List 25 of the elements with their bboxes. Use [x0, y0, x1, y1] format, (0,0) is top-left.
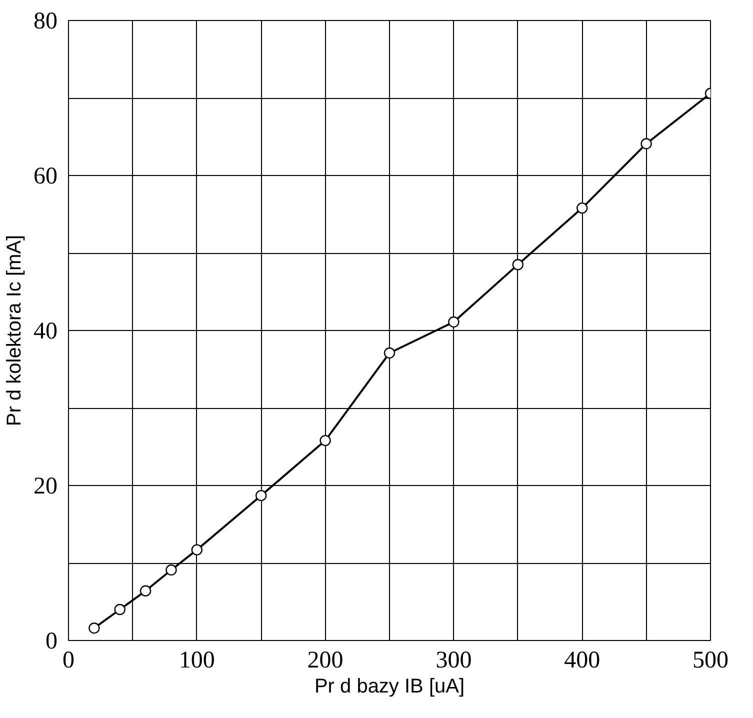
point — [256, 490, 267, 502]
x-axis-title: Pr d bazy IB [uA] — [314, 676, 465, 698]
point — [166, 564, 177, 576]
point — [384, 347, 396, 359]
y-tick-label: 0 — [46, 628, 58, 654]
x-tick-label: 200 — [307, 648, 344, 674]
point — [576, 202, 588, 214]
point — [140, 585, 152, 596]
point — [114, 604, 126, 616]
x-tick-label: 500 — [692, 648, 728, 674]
y-tick-label: 80 — [34, 8, 58, 34]
point — [448, 316, 460, 328]
point — [640, 138, 652, 150]
y-axis-title: Pr d kolektora Ic [mA] — [4, 234, 26, 426]
point — [512, 259, 524, 270]
x-tick-label: 300 — [436, 648, 472, 674]
x-tick-label: 0 — [62, 648, 74, 674]
x-tick-label: 400 — [564, 648, 600, 674]
point — [88, 622, 100, 634]
y-tick-label: 60 — [34, 164, 58, 190]
x-tick-label: 100 — [178, 648, 215, 674]
point — [320, 434, 331, 446]
point — [191, 544, 202, 556]
y-tick-label: 40 — [34, 318, 58, 344]
y-tick-label: 20 — [34, 474, 58, 500]
